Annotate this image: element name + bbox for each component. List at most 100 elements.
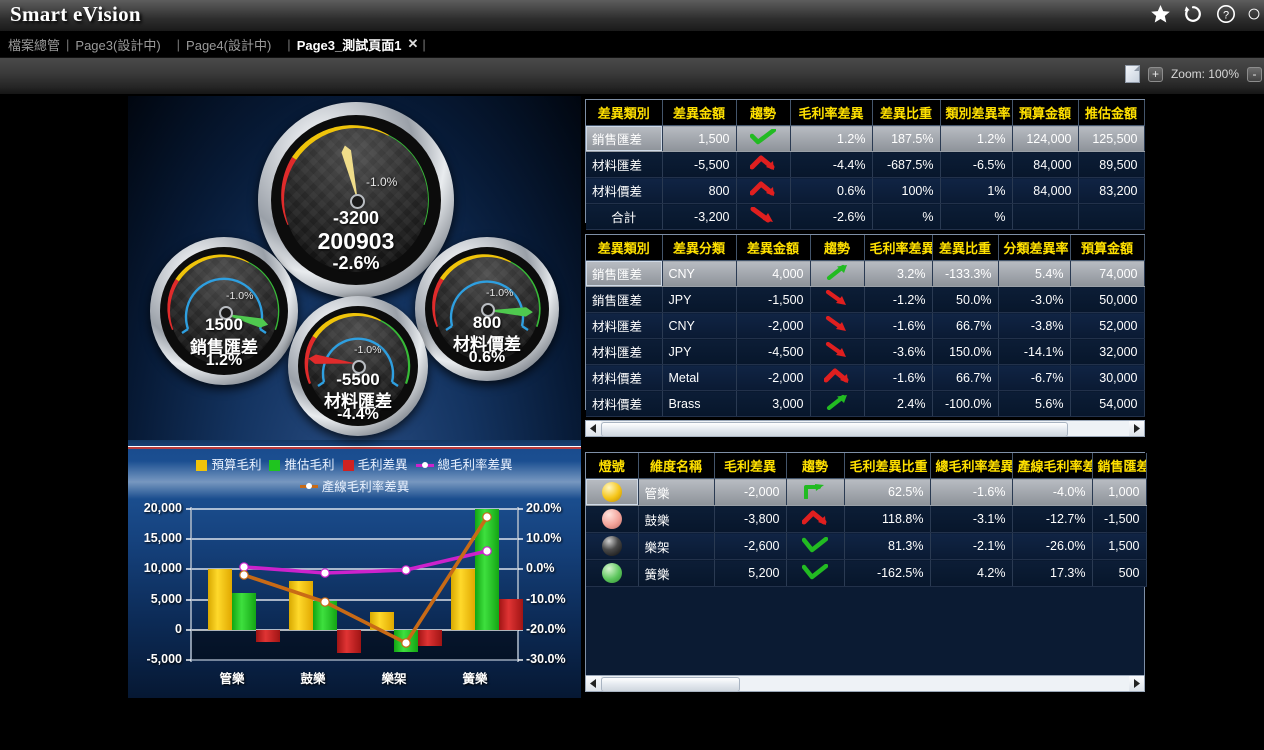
table-row[interactable]: 材料價差 800 0.6% 100% 1% 84,000 83,200 xyxy=(586,177,1145,204)
col-header[interactable]: 差異比重 xyxy=(872,100,941,126)
y-tick-label: -5,000 xyxy=(146,652,182,666)
table-row[interactable]: 簧樂 5,200 -162.5% 4.2% 17.3% 500 xyxy=(586,559,1147,587)
zoom-out-button[interactable]: - xyxy=(1247,66,1262,82)
cell-budget xyxy=(1012,203,1079,230)
col-header[interactable]: 分類差異率 xyxy=(998,235,1071,261)
col-header[interactable]: 毛利差異比重 xyxy=(844,453,931,479)
col-header[interactable]: 差異類別 xyxy=(586,235,663,261)
table-row[interactable]: 材料價差 Metal -2,000 -1.6% 66.7% -6.7% 30,0… xyxy=(586,364,1145,391)
col-header[interactable]: 銷售匯差 xyxy=(1092,453,1147,479)
col-header[interactable]: 差異分類 xyxy=(662,235,737,261)
panel-divider xyxy=(128,446,581,449)
trend-down-red-icon xyxy=(736,203,791,230)
legend-label: 總毛利率差異 xyxy=(437,458,513,472)
table-row[interactable]: 銷售匯差 JPY -1,500 -1.2% 50.0% -3.0% 50,000 xyxy=(586,286,1145,313)
col-header[interactable]: 毛利率差異 xyxy=(790,100,873,126)
cell-budget: 84,000 xyxy=(1012,177,1079,204)
cell-cat-var-rate: 1.2% xyxy=(940,125,1013,152)
table-row[interactable]: 材料匯差 CNY -2,000 -1.6% 66.7% -3.8% 52,000 xyxy=(586,312,1145,339)
scroll-right-arrow[interactable] xyxy=(1129,421,1144,436)
tab-page3-design[interactable]: Page3(設計中) xyxy=(75,35,160,54)
col-header[interactable]: 差異比重 xyxy=(932,235,999,261)
col-header[interactable]: 預算金額 xyxy=(1070,235,1145,261)
col-header[interactable]: 預算金額 xyxy=(1012,100,1079,126)
cell-var-weight: -687.5% xyxy=(872,151,941,178)
col-header[interactable]: 差異類別 xyxy=(586,100,663,126)
col-header[interactable]: 推估金額 xyxy=(1078,100,1145,126)
scroll-thumb[interactable] xyxy=(601,677,741,692)
legend-item-estimated-gp[interactable]: 推估毛利 xyxy=(269,455,335,475)
gauge-sales-fx[interactable]: -1.0% 1500 銷售匯差 1.2% xyxy=(150,237,298,385)
col-header[interactable]: 趨勢 xyxy=(786,453,845,479)
star-icon[interactable] xyxy=(1149,3,1171,25)
table-row[interactable]: 管樂 -2,000 62.5% -1.6% -4.0% 1,000 xyxy=(586,478,1147,506)
tab-page4-design[interactable]: Page4(設計中) xyxy=(186,35,271,54)
table-row[interactable]: 樂架 -2,600 81.3% -2.1% -26.0% 1,500 xyxy=(586,532,1147,560)
variance-subcategory-table[interactable]: 差異類別 差異分類 差異金額 趨勢 毛利率差異 差異比重 分類差異率 預算金額 … xyxy=(585,234,1145,417)
svg-text:?: ? xyxy=(1223,9,1229,21)
trend-up-red-icon xyxy=(810,364,865,391)
cell-gp-rate-var: -3.6% xyxy=(864,338,933,365)
cell-sub-var-rate: -14.1% xyxy=(998,338,1071,365)
x-tick-label: 樂架 xyxy=(381,672,407,686)
cell-amount: 1,500 xyxy=(662,125,737,152)
gauge-sales-fx-needle xyxy=(222,306,270,328)
table-row[interactable]: 材料匯差 -5,500 -4.4% -687.5% -6.5% 84,000 8… xyxy=(586,151,1145,178)
scroll-track[interactable] xyxy=(601,421,1129,437)
cell-category: 合計 xyxy=(586,203,663,230)
table3-horizontal-scrollbar[interactable] xyxy=(585,675,1145,692)
cell-line-gp-rate-var: -12.7% xyxy=(1012,505,1093,533)
col-header[interactable]: 差異金額 xyxy=(736,235,811,261)
legend-item-line-gp-rate-variance[interactable]: 產線毛利率差異 xyxy=(299,477,409,497)
legend-item-total-gp-rate-variance[interactable]: 總毛利率差異 xyxy=(415,455,513,475)
tab-separator: | xyxy=(287,36,291,52)
help-icon[interactable]: ? xyxy=(1215,3,1237,25)
cell-category: 材料匯差 xyxy=(586,312,663,339)
scroll-track[interactable] xyxy=(601,676,1129,692)
cell-gp-var-weight: -162.5% xyxy=(844,559,931,587)
refresh-icon[interactable] xyxy=(1182,3,1204,25)
table-row[interactable]: 材料價差 Brass 3,000 2.4% -100.0% 5.6% 54,00… xyxy=(586,390,1145,417)
legend-line-swatch xyxy=(299,481,318,492)
variance-category-table[interactable]: 差異類別 差異金額 趨勢 毛利率差異 差異比重 類別差異率 預算金額 推估金額 … xyxy=(585,99,1145,230)
info-icon[interactable] xyxy=(1248,3,1260,25)
scroll-left-arrow[interactable] xyxy=(586,676,601,691)
col-header[interactable]: 毛利差異 xyxy=(714,453,787,479)
col-header[interactable]: 燈號 xyxy=(586,453,639,479)
table-row[interactable]: 銷售匯差 1,500 1.2% 187.5% 1.2% 124,000 125,… xyxy=(586,125,1145,152)
scroll-left-arrow[interactable] xyxy=(586,421,601,436)
gauge-material-price[interactable]: -1.0% 800 材料價差 0.6% xyxy=(415,237,559,381)
tab-file-explorer[interactable]: 檔案總管 xyxy=(8,35,60,54)
col-header[interactable]: 總毛利率差異 xyxy=(930,453,1013,479)
legend-item-gp-variance[interactable]: 毛利差異 xyxy=(342,455,408,475)
table-row[interactable]: 材料匯差 JPY -4,500 -3.6% 150.0% -14.1% 32,0… xyxy=(586,338,1145,365)
gauge-total[interactable]: -1.0% -3200 200903 -2.6% xyxy=(258,102,454,298)
legend-item-budget-gp[interactable]: 預算毛利 xyxy=(196,455,261,475)
col-header[interactable]: 趨勢 xyxy=(736,100,791,126)
col-header[interactable]: 類別差異率 xyxy=(940,100,1013,126)
gauge-material-fx[interactable]: -1.0% -5500 材料匯差 -4.4% xyxy=(288,296,428,436)
gauge-material-fx-marker: -1.0% xyxy=(354,344,382,356)
col-header[interactable]: 維度名稱 xyxy=(638,453,715,479)
cell-subcategory: Brass xyxy=(662,390,737,417)
table2-horizontal-scrollbar[interactable] xyxy=(585,420,1145,437)
scroll-thumb[interactable] xyxy=(601,422,1068,437)
scroll-right-arrow[interactable] xyxy=(1129,676,1144,691)
zoom-in-button[interactable]: + xyxy=(1147,66,1163,82)
arrow-down-red-icon xyxy=(810,338,865,365)
table-row[interactable]: 銷售匯差 CNY 4,000 3.2% -133.3% 5.4% 74,000 xyxy=(586,260,1145,287)
table-row[interactable]: 鼓樂 -3,800 118.8% -3.1% -12.7% -1,500 xyxy=(586,505,1147,533)
cell-budget: 32,000 xyxy=(1070,338,1145,365)
title-bar: Smart eVision ? xyxy=(0,0,1264,32)
table-row-total[interactable]: 合計 -3,200 -2.6% % % xyxy=(586,203,1145,230)
col-header[interactable]: 毛利率差異 xyxy=(864,235,933,261)
product-line-table[interactable]: 燈號 維度名稱 毛利差異 趨勢 毛利差異比重 總毛利率差異 產線毛利率差! 銷售… xyxy=(585,452,1147,683)
document-icon[interactable] xyxy=(1124,65,1140,83)
tab-page3-test1[interactable]: Page3_測試頁面1 ✕ xyxy=(297,35,423,54)
close-icon[interactable]: ✕ xyxy=(407,36,419,51)
col-header[interactable]: 趨勢 xyxy=(810,235,865,261)
col-header[interactable]: 差異金額 xyxy=(662,100,737,126)
tab-separator: | xyxy=(422,36,426,52)
col-header[interactable]: 產線毛利率差! xyxy=(1012,453,1093,479)
